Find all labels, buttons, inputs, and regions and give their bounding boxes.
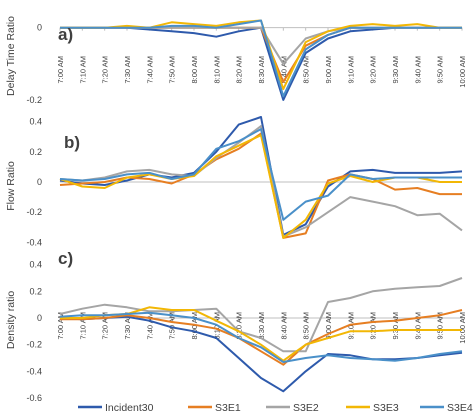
x-tick-label: 9:00 AM: [324, 312, 333, 340]
y-tick-label: -0.4: [26, 366, 42, 376]
x-tick-label: 7:00 AM: [56, 56, 65, 84]
y-tick-label: -0.6: [26, 393, 42, 403]
x-tick-label: 8:30 AM: [257, 56, 266, 84]
panel-2: 0.4 0.2 0 -0.2 -0.4 Flow Ratio b): [5, 116, 463, 247]
legend-entry: S3E3: [373, 402, 399, 414]
x-tick-label: 8:20 AM: [235, 312, 244, 340]
x-tick-label: 8:40 AM: [279, 312, 288, 340]
y-tick-label: 0.4: [29, 260, 42, 270]
series-line-incident30: [59, 116, 463, 236]
x-tick-label: 9:40 AM: [413, 56, 422, 84]
x-tick-label: 9:00 AM: [324, 56, 333, 84]
legend-entry: S3E2: [293, 402, 319, 414]
x-tick-label: 7:20 AM: [101, 56, 110, 84]
x-tick-label: 7:10 AM: [78, 312, 87, 340]
y-tick-label: -0.4: [26, 237, 42, 247]
legend-entry: S3E4: [447, 402, 473, 414]
panel-label: a): [58, 25, 73, 44]
x-tick-label: 7:40 AM: [145, 56, 154, 84]
y-tick-label: 0: [37, 177, 42, 187]
x-tick-label: 8:10 AM: [212, 56, 221, 84]
legend-entry: Incident30: [105, 402, 154, 414]
x-tick-label: 7:30 AM: [123, 312, 132, 340]
x-tick-label: 9:40 AM: [413, 312, 422, 340]
y-axis-label: Flow Ratio: [5, 161, 17, 211]
x-tick-label: 9:10 AM: [346, 312, 355, 340]
x-tick-label: 10:00 AM: [458, 312, 467, 344]
series-line-s3e4: [59, 128, 462, 221]
panel-label: b): [64, 133, 80, 152]
series-line-s3e4: [60, 19, 462, 98]
x-tick-label: 7:30 AM: [123, 56, 132, 84]
series-line-s3e3: [59, 134, 462, 239]
x-tick-label: 9:30 AM: [391, 312, 400, 340]
x-tick-label: 8:30 AM: [257, 312, 266, 340]
x-tick-label: 7:10 AM: [78, 56, 87, 84]
x-tick-label: 8:00 AM: [190, 56, 199, 84]
x-tick-label: 9:30 AM: [391, 56, 400, 84]
panel-3: 0.4 0.2 0 -0.2 -0.4 -0.6 7:00 AM 7:10 AM 7:20 AM…: [5, 249, 467, 403]
x-tick-label: 8:40 AM: [279, 56, 288, 84]
x-tick-label: 9:10 AM: [346, 56, 355, 84]
x-tick-label: 9:50 AM: [436, 312, 445, 340]
series-line-s3e2: [59, 125, 463, 238]
y-tick-label: 0: [37, 23, 42, 33]
y-tick-label: 0.4: [29, 117, 42, 127]
x-tick-label: 7:50 AM: [168, 312, 177, 340]
legend: Incident30 S3E1 S3E2 S3E3 S3E4: [78, 402, 473, 414]
series-line-s3e4: [59, 311, 463, 363]
legend-entry: S3E1: [215, 402, 241, 414]
x-tick-label: 9:20 AM: [369, 312, 378, 340]
x-tick-label: 7:20 AM: [101, 312, 110, 340]
y-tick-label: -0.2: [26, 95, 42, 105]
x-tick-label: 7:40 AM: [145, 312, 154, 340]
y-axis-label: Density ratio: [5, 291, 17, 350]
panel-label: c): [58, 249, 73, 268]
x-tick-label: 8:50 AM: [302, 312, 311, 340]
series-line-s3e1: [59, 132, 462, 239]
x-tick-label: 9:20 AM: [369, 56, 378, 84]
series-line-incident30: [59, 315, 463, 393]
x-tick-label: 10:00 AM: [458, 56, 467, 88]
y-tick-label: -0.2: [26, 207, 42, 217]
series-line-s3e1: [60, 309, 463, 366]
panel-1: 0 -0.2 7:00 AM 7:10 AM 7:20 AM 7:30 AM 7:40 AM…: [5, 16, 467, 105]
y-tick-label: -0.2: [26, 340, 42, 350]
y-tick-label: 0: [37, 313, 42, 323]
x-tick-label: 9:50 AM: [436, 56, 445, 84]
x-tick-label: 7:50 AM: [168, 56, 177, 84]
series-line-s3e2: [59, 277, 463, 353]
x-tick-label: 8:50 AM: [302, 56, 311, 84]
x-tick-label: 8:20 AM: [235, 56, 244, 84]
x-tick-label: 7:00 AM: [56, 312, 65, 340]
y-tick-label: 0.2: [29, 286, 42, 296]
y-axis-label: Delay Time Ratio: [5, 16, 17, 96]
y-tick-label: 0.2: [29, 147, 42, 157]
